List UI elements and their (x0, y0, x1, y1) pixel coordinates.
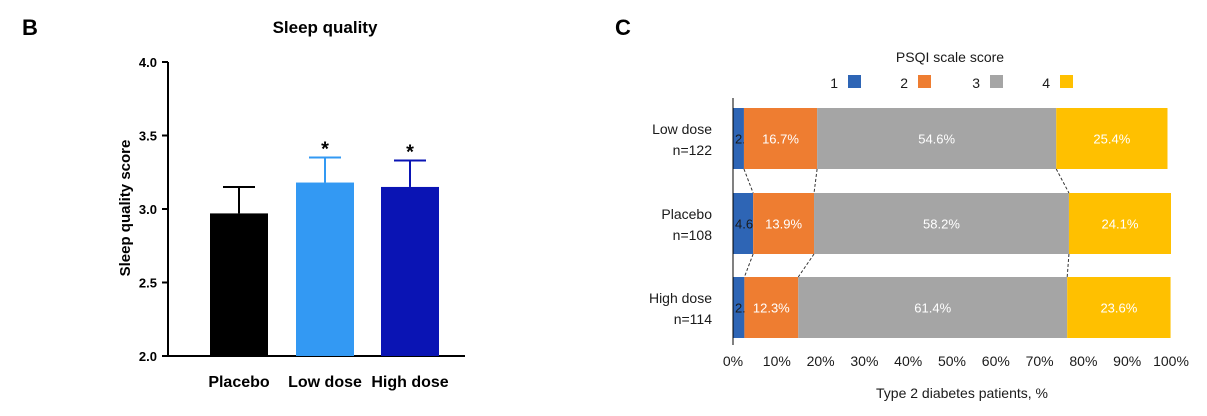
chart-c-legend: 1 2 3 4 (830, 75, 1073, 91)
chart-c-segment-label: 58.2% (923, 217, 960, 232)
chart-c-legend-swatch (848, 75, 861, 88)
chart-c-connector (797, 253, 815, 278)
chart-c-legend-label: 4 (1042, 75, 1050, 91)
chart-c-segment-label: 13.9% (765, 217, 802, 232)
chart-c-legend-swatch (1060, 75, 1073, 88)
chart-b-category-label: Low dose (288, 374, 362, 391)
chart-c-legend-label: 3 (972, 75, 980, 91)
chart-b-ytick-label: 4.0 (139, 55, 157, 70)
chart-c-segment (1067, 277, 1171, 338)
chart-c-xtick-label: 80% (1069, 353, 1097, 369)
chart-c-segment-label: 25.4% (1093, 132, 1130, 147)
chart-b-ytick-label: 3.5 (139, 129, 157, 144)
chart-c-xtick-label: 60% (982, 353, 1010, 369)
chart-c-legend-label: 1 (830, 75, 838, 91)
chart-b-category-label: High dose (371, 374, 448, 391)
chart-c-connector (743, 168, 754, 194)
chart-b-categories: Placebo Low dose High dose (208, 374, 448, 391)
chart-b-bar (210, 213, 268, 356)
chart-c-segment (733, 277, 745, 338)
chart-c-segment (798, 277, 1068, 338)
chart-b-ytick-label: 2.0 (139, 349, 157, 364)
chart-c-connector (813, 168, 818, 194)
chart-c-connector (1066, 253, 1070, 278)
chart-b-bar (296, 182, 354, 356)
chart-b-bar (381, 186, 439, 356)
chart-c-row-label: High dose (649, 290, 712, 306)
chart-c-segment (1056, 108, 1168, 169)
chart-c-legend-title: PSQI scale score (896, 49, 1004, 65)
chart-c-segment-label: 54.6% (918, 132, 955, 147)
chart-c-legend-swatch (918, 75, 931, 88)
chart-c-row-n: n=114 (674, 311, 712, 327)
chart-b-ytick-label: 3.0 (139, 202, 157, 217)
chart-c-connectors (743, 168, 1070, 278)
chart-c-legend-swatch (990, 75, 1003, 88)
chart-c-xtick-label: 0% (723, 353, 743, 369)
chart-c-segment (744, 277, 799, 338)
chart-c-segment-label: 23.6% (1100, 301, 1137, 316)
chart-b-ylabel: Sleep quality score (117, 140, 134, 277)
chart-b-ytick-label: 2.5 (139, 276, 157, 291)
chart-c-xtick-label: 30% (850, 353, 878, 369)
sleep-quality-bar-chart: Sleep quality Sleep quality score 2.0 2.5… (117, 18, 465, 391)
chart-c-xtick-label: 20% (807, 353, 835, 369)
chart-c-xlabel: Type 2 diabetes patients, % (876, 385, 1048, 401)
chart-c-rows: 2.5%16.7%54.6%25.4%Low dosen=1224.6%13.9… (649, 108, 1171, 338)
chart-c-xtick-label: 90% (1113, 353, 1141, 369)
chart-c-row-label: Low dose (652, 121, 712, 137)
chart-b-title: Sleep quality (273, 18, 378, 37)
chart-c-segment (733, 193, 754, 254)
chart-b-significance: * (406, 141, 414, 163)
chart-c-connector (1055, 168, 1070, 194)
chart-c-segment (817, 108, 1057, 169)
chart-b-bars: * * (210, 139, 439, 356)
chart-c-row-label: Placebo (661, 206, 712, 222)
chart-c-segment (753, 193, 815, 254)
chart-c-segment (1068, 193, 1171, 254)
chart-c-segment-label: 61.4% (914, 301, 951, 316)
chart-c-xtick-label: 100% (1153, 353, 1189, 369)
chart-c-xtick-label: 40% (894, 353, 922, 369)
chart-c-segment (743, 108, 818, 169)
chart-b-y-ticks: 2.0 2.5 3.0 3.5 4.0 (139, 55, 168, 364)
chart-c-row-n: n=122 (673, 142, 713, 158)
chart-c-xtick-label: 70% (1026, 353, 1054, 369)
chart-c-segment (814, 193, 1069, 254)
chart-c-x-ticks: 0% 10% 20% 30% 40% 50% 60% 70% 80% 90% 100% (723, 353, 1189, 369)
chart-c-segment-label: 12.3% (753, 301, 790, 316)
panel-letter-c: C (615, 15, 631, 40)
chart-c-connector (743, 253, 754, 278)
panel-letter-b: B (22, 15, 38, 40)
chart-c-segment-label: 16.7% (762, 132, 799, 147)
chart-c-row-n: n=108 (673, 227, 713, 243)
chart-c-segment-label: 24.1% (1102, 217, 1139, 232)
chart-b-significance: * (321, 139, 329, 161)
chart-b-category-label: Placebo (208, 374, 270, 391)
chart-c-xtick-label: 50% (938, 353, 966, 369)
chart-c-legend-label: 2 (900, 75, 908, 91)
chart-c-xtick-label: 10% (763, 353, 791, 369)
chart-c-segment (733, 108, 744, 169)
